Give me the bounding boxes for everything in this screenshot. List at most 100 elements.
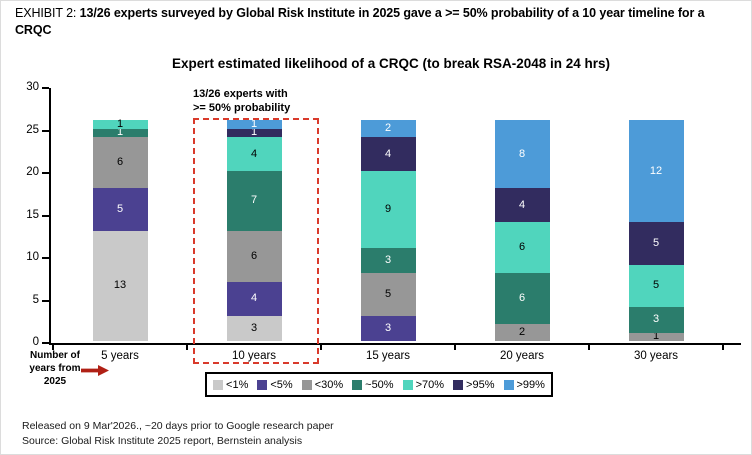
y-tick-label: 25: [26, 123, 39, 136]
segment-value-label: 8: [518, 147, 526, 160]
segment-value-label: 1: [116, 117, 124, 130]
bar-segment: 3: [628, 307, 684, 333]
segment-value-label: 4: [250, 292, 258, 304]
footer-source-note: Source: Global Risk Institute 2025 repor…: [22, 435, 303, 447]
y-tick-mark: [42, 87, 49, 89]
x-category-label: 15 years: [365, 350, 411, 362]
segment-value-label: 5: [116, 202, 124, 215]
annotation-callout: 13/26 experts with >= 50% probability: [193, 87, 333, 115]
bar-segment: 1: [628, 330, 684, 343]
legend-item: <30%: [301, 379, 343, 391]
x-tick-mark: [454, 345, 456, 350]
x-tick-mark: [52, 345, 54, 350]
bar-segment: 5: [628, 264, 684, 307]
y-tick-mark: [42, 257, 49, 259]
segment-value-label: 1: [250, 126, 258, 139]
x-axis-note-line2: years from: [29, 363, 81, 374]
bar-segment: 1: [226, 117, 282, 130]
segment-value-label: 1: [652, 330, 660, 343]
segment-value-label: 5: [652, 279, 660, 292]
segment-value-label: 3: [652, 313, 660, 326]
bar-segment: 8: [494, 120, 550, 188]
segment-value-label: 3: [250, 321, 258, 334]
y-tick-label: 30: [26, 81, 39, 93]
segment-value-label: 9: [384, 202, 392, 215]
x-tick-mark: [722, 345, 724, 350]
y-tick-label: 15: [26, 208, 39, 221]
plot-area: 0 5 10 15 20 25 30 13 5 6 1 1 5 years 3 4 6 7 4 1 1 10 years…: [26, 81, 741, 362]
y-tick-mark: [42, 214, 49, 217]
y-tick-mark: [42, 129, 49, 132]
segment-value-label: 13: [113, 279, 127, 292]
x-category-label: 30 years: [633, 350, 679, 362]
segment-value-label: 4: [518, 198, 526, 211]
bar-segment: 4: [226, 281, 282, 316]
stacked-bar: 1 3 5 5 12: [628, 120, 684, 343]
legend-item: <1%: [213, 379, 248, 391]
legend-swatch: [257, 379, 268, 390]
legend-item: >99%: [503, 378, 545, 391]
stacked-bar: 3 5 3 9 4 2: [360, 120, 416, 341]
red-arrow-icon: [81, 365, 109, 376]
y-tick-label: 20: [26, 166, 39, 178]
legend-label: ~50%: [365, 378, 394, 391]
segment-value-label: 3: [384, 321, 392, 334]
bar-segment: 5: [360, 273, 416, 316]
segment-value-label: 6: [518, 292, 526, 304]
bar-segment: 3: [360, 315, 416, 341]
bar-segment: 2: [494, 324, 550, 341]
legend-label: >95%: [466, 378, 495, 391]
segment-value-label: 1: [250, 117, 258, 130]
footer-release-note: Released on 9 Mar'2026., ~20 days prior …: [22, 420, 334, 432]
x-axis-line: [49, 343, 741, 345]
segment-value-label: 2: [384, 122, 392, 134]
exhibit-title: 13/26 experts surveyed by Global Risk In…: [15, 6, 705, 37]
segment-value-label: 6: [250, 249, 258, 262]
segment-value-label: 12: [649, 164, 663, 177]
legend-swatch: [352, 379, 363, 390]
segment-value-label: 6: [518, 241, 526, 253]
annotation-line1: 13/26 experts with: [193, 88, 288, 100]
bar-segment: 4: [360, 137, 416, 171]
bar-segment: 3: [360, 247, 416, 273]
y-tick-mark: [42, 172, 49, 174]
stacked-bar: 13 5 6 1 1: [92, 117, 148, 341]
bar-segment: 1: [226, 126, 282, 139]
x-axis-note: Number of years from 2025: [29, 349, 81, 388]
bar-segment: 7: [226, 171, 282, 231]
y-tick-mark: [42, 342, 49, 344]
bar-segment: 9: [360, 171, 416, 248]
bar-segment: 6: [92, 137, 148, 188]
segment-value-label: 5: [384, 287, 392, 300]
legend-item: >70%: [402, 379, 444, 391]
legend-label: <5%: [270, 378, 293, 391]
x-tick-mark: [186, 345, 188, 350]
y-tick-label: 10: [26, 251, 39, 263]
legend-swatch: [402, 379, 413, 390]
bar-segment: 12: [628, 120, 684, 222]
segment-value-label: 1: [116, 126, 124, 139]
bar-segment: 5: [628, 222, 684, 265]
x-category-label: 10 years: [231, 350, 277, 362]
legend-swatch: [213, 379, 224, 390]
segment-value-label: 4: [384, 147, 392, 160]
segment-value-label: 2: [518, 326, 526, 338]
bar-segment: 1: [92, 117, 148, 130]
segment-value-label: 7: [250, 194, 258, 207]
x-axis-note-line1: Number of: [30, 350, 80, 361]
y-tick-mark: [42, 299, 49, 302]
x-category-label: 20 years: [499, 350, 545, 362]
segment-value-label: 4: [250, 147, 258, 160]
stacked-bar: 2 6 6 4 8: [494, 120, 550, 341]
legend-item: >95%: [453, 378, 495, 391]
highlight-dashed-box: [193, 118, 319, 364]
y-axis-line: [49, 88, 51, 345]
segment-value-label: 3: [384, 253, 392, 266]
bar-segment: 4: [494, 188, 550, 222]
x-category-label: 5 years: [101, 350, 139, 362]
legend-label: >99%: [516, 378, 545, 391]
x-axis-note-line3: 2025: [43, 376, 67, 387]
bar-segment: 5: [92, 188, 148, 231]
chart-title: Expert estimated likelihood of a CRQC (t…: [171, 56, 611, 71]
